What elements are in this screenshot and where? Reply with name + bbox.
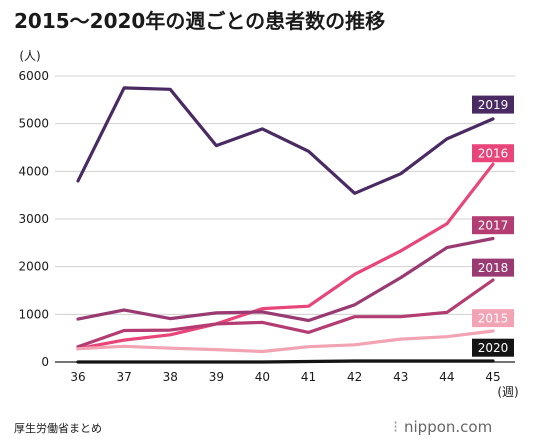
series-line-2020	[76, 359, 495, 364]
y-tick-label: 3000	[18, 212, 49, 226]
x-tick-label: 37	[116, 370, 131, 384]
series-lines	[76, 86, 495, 364]
badge-box	[472, 338, 514, 357]
series-badge-2015: 2015	[472, 309, 514, 328]
badge-box	[472, 258, 514, 277]
chart-title: 2015～2020年の週ごとの患者数の推移	[14, 9, 385, 33]
series-line-2019	[76, 86, 495, 195]
x-tick-label: 44	[439, 370, 454, 384]
series-badge-2018: 2018	[472, 258, 514, 277]
badge-box	[472, 95, 514, 114]
y-tick-label: 6000	[18, 69, 49, 83]
x-axis-unit: (週)	[497, 385, 518, 399]
series-line-2017	[76, 278, 495, 349]
x-tick-label: 45	[485, 370, 500, 384]
series-line-2018	[76, 236, 495, 323]
source-note: 厚生労働省まとめ	[14, 421, 102, 435]
series-badge-2019: 2019	[472, 95, 514, 114]
y-tick-label: 1000	[18, 307, 49, 321]
x-tick-label: 42	[347, 370, 362, 384]
badge-label: 2020	[478, 341, 509, 355]
nippon-logo: ⁝ nippon.com	[393, 417, 492, 436]
logo-mark-icon: ⁝	[393, 417, 398, 436]
y-axis-unit: (人)	[19, 49, 40, 63]
x-tick-label: 38	[163, 370, 178, 384]
brand-name: nippon.com	[404, 418, 492, 436]
y-tick-label: 5000	[18, 117, 49, 131]
badge-box	[472, 216, 514, 235]
badge-label: 2016	[478, 147, 509, 161]
badge-label: 2018	[478, 261, 509, 275]
series-badge-2017: 2017	[472, 216, 514, 235]
x-tick-label: 43	[393, 370, 408, 384]
series-line-2015	[76, 329, 495, 354]
x-tick-label: 36	[70, 370, 85, 384]
series-line-2016	[76, 162, 495, 351]
badge-label: 2015	[478, 312, 509, 326]
x-tick-label: 41	[301, 370, 316, 384]
x-tick-label: 39	[209, 370, 224, 384]
x-axis-ticks: 36 37 38 39 40 41 42 43 44 45	[70, 370, 500, 384]
badge-label: 2017	[478, 219, 509, 233]
badge-box	[472, 309, 514, 328]
series-badge-2020: 2020	[472, 338, 514, 357]
y-tick-label: 4000	[18, 164, 49, 178]
badge-box	[472, 144, 514, 163]
y-tick-label: 0	[41, 355, 49, 369]
series-badges: 2019 2016 2017 2018 2015 2020	[472, 95, 514, 357]
series-badge-2016: 2016	[472, 144, 514, 163]
x-tick-label: 40	[255, 370, 270, 384]
gridlines	[55, 75, 515, 363]
y-tick-label: 2000	[18, 260, 49, 274]
badge-label: 2019	[478, 98, 509, 112]
y-axis-ticks: 0 1000 2000 3000 4000 5000 6000	[18, 69, 49, 369]
